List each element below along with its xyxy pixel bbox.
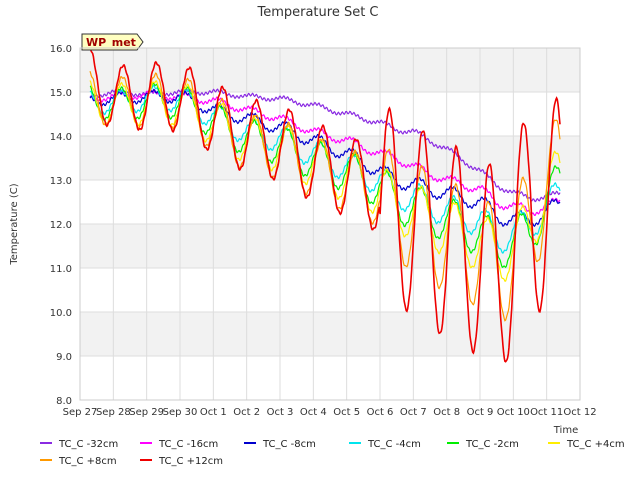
legend-label: TC_C -2cm (465, 439, 519, 450)
x-tick-label: Oct 4 (300, 407, 327, 418)
legend: TC_C -32cm TC_C -16cm TC_C -8cm TC_C -4cm TC… (40, 439, 625, 467)
x-axis-label: Time (553, 425, 578, 436)
series-line (89, 47, 561, 363)
plot-frame (79, 47, 581, 401)
y-tick-label: 13.0 (50, 176, 72, 187)
series-line (89, 88, 561, 203)
x-tick-label: Oct 5 (333, 407, 360, 418)
x-tick-label: Oct 8 (433, 407, 460, 418)
badge-label: WP_met (86, 36, 136, 49)
y-tick-label: 15.0 (50, 88, 72, 99)
plot-band (80, 312, 580, 356)
y-tick-label: 10.0 (50, 308, 72, 319)
x-tick-label: Oct 11 (530, 407, 563, 418)
legend-label: TC_C +12cm (158, 456, 223, 467)
y-axis-label: Temperature (C) (9, 183, 20, 265)
legend-label: TC_C +4cm (566, 439, 625, 450)
y-tick-label: 14.0 (50, 132, 72, 143)
x-tick-label: Sep 28 (96, 407, 131, 418)
y-tick-label: 11.0 (50, 264, 72, 275)
x-tick-label: Oct 9 (467, 407, 494, 418)
x-tick-label: Oct 6 (367, 407, 394, 418)
series-line (89, 88, 561, 228)
x-tick-label: Oct 1 (200, 407, 227, 418)
x-tick-label: Oct 3 (267, 407, 294, 418)
x-tick-label: Oct 12 (563, 407, 596, 418)
legend-label: TC_C -32cm (58, 439, 118, 450)
y-axis-ticks: 8.0 9.0 10.0 11.0 12.0 13.0 14.0 15.0 16.0 (50, 44, 72, 407)
y-tick-label: 8.0 (56, 396, 72, 407)
legend-label: TC_C -16cm (158, 439, 218, 450)
wp-met-badge: WP_met (81, 33, 144, 51)
legend-label: TC_C +8cm (58, 456, 117, 467)
y-tick-label: 16.0 (50, 44, 72, 55)
y-tick-label: 12.0 (50, 220, 72, 231)
legend-label: TC_C -8cm (262, 439, 316, 450)
x-tick-label: Oct 10 (497, 407, 530, 418)
legend-label: TC_C -4cm (367, 439, 421, 450)
badge-shape (81, 33, 144, 51)
x-tick-label: Sep 29 (129, 407, 164, 418)
x-tick-label: Oct 2 (233, 407, 260, 418)
series-lines (89, 47, 561, 363)
x-tick-label: Sep 30 (163, 407, 198, 418)
y-tick-label: 9.0 (56, 352, 72, 363)
plot-band (80, 224, 580, 268)
x-tick-label: Oct 7 (400, 407, 427, 418)
x-tick-label: Sep 27 (63, 407, 98, 418)
chart-title: Temperature Set C (256, 5, 378, 20)
